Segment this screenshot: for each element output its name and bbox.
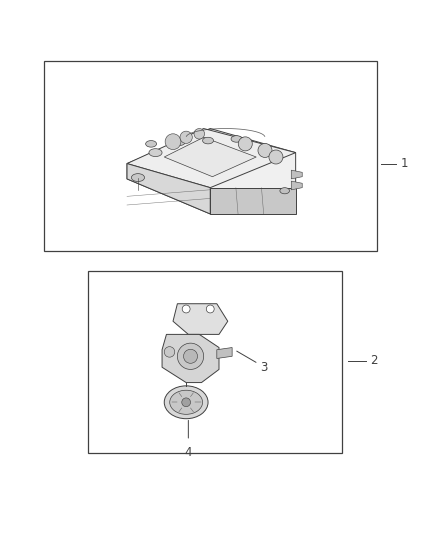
Circle shape (182, 398, 191, 407)
Ellipse shape (202, 138, 213, 144)
Ellipse shape (280, 188, 290, 194)
Bar (88, 271, 342, 453)
Polygon shape (291, 181, 302, 190)
Polygon shape (127, 128, 296, 188)
Polygon shape (173, 304, 228, 334)
Text: 3: 3 (261, 361, 268, 374)
Ellipse shape (174, 139, 185, 146)
Circle shape (164, 346, 175, 357)
Ellipse shape (145, 141, 156, 147)
Circle shape (182, 305, 190, 313)
Polygon shape (127, 164, 210, 214)
Polygon shape (210, 188, 296, 214)
Ellipse shape (164, 386, 208, 419)
Circle shape (194, 128, 205, 139)
Circle shape (206, 305, 214, 313)
Ellipse shape (131, 174, 145, 182)
Polygon shape (127, 128, 296, 214)
Ellipse shape (231, 135, 242, 142)
Circle shape (238, 137, 252, 151)
Circle shape (180, 131, 192, 143)
Polygon shape (291, 170, 302, 179)
Polygon shape (217, 348, 232, 359)
Circle shape (269, 150, 283, 164)
Circle shape (184, 349, 198, 364)
Polygon shape (162, 334, 219, 383)
Text: 1: 1 (401, 157, 408, 170)
Polygon shape (164, 138, 256, 177)
Text: 4: 4 (184, 446, 192, 459)
Text: 2: 2 (370, 354, 378, 367)
Circle shape (165, 134, 181, 150)
Ellipse shape (149, 149, 162, 157)
Bar (44, 61, 377, 251)
Ellipse shape (170, 390, 202, 414)
Circle shape (258, 143, 272, 157)
Circle shape (177, 343, 204, 369)
